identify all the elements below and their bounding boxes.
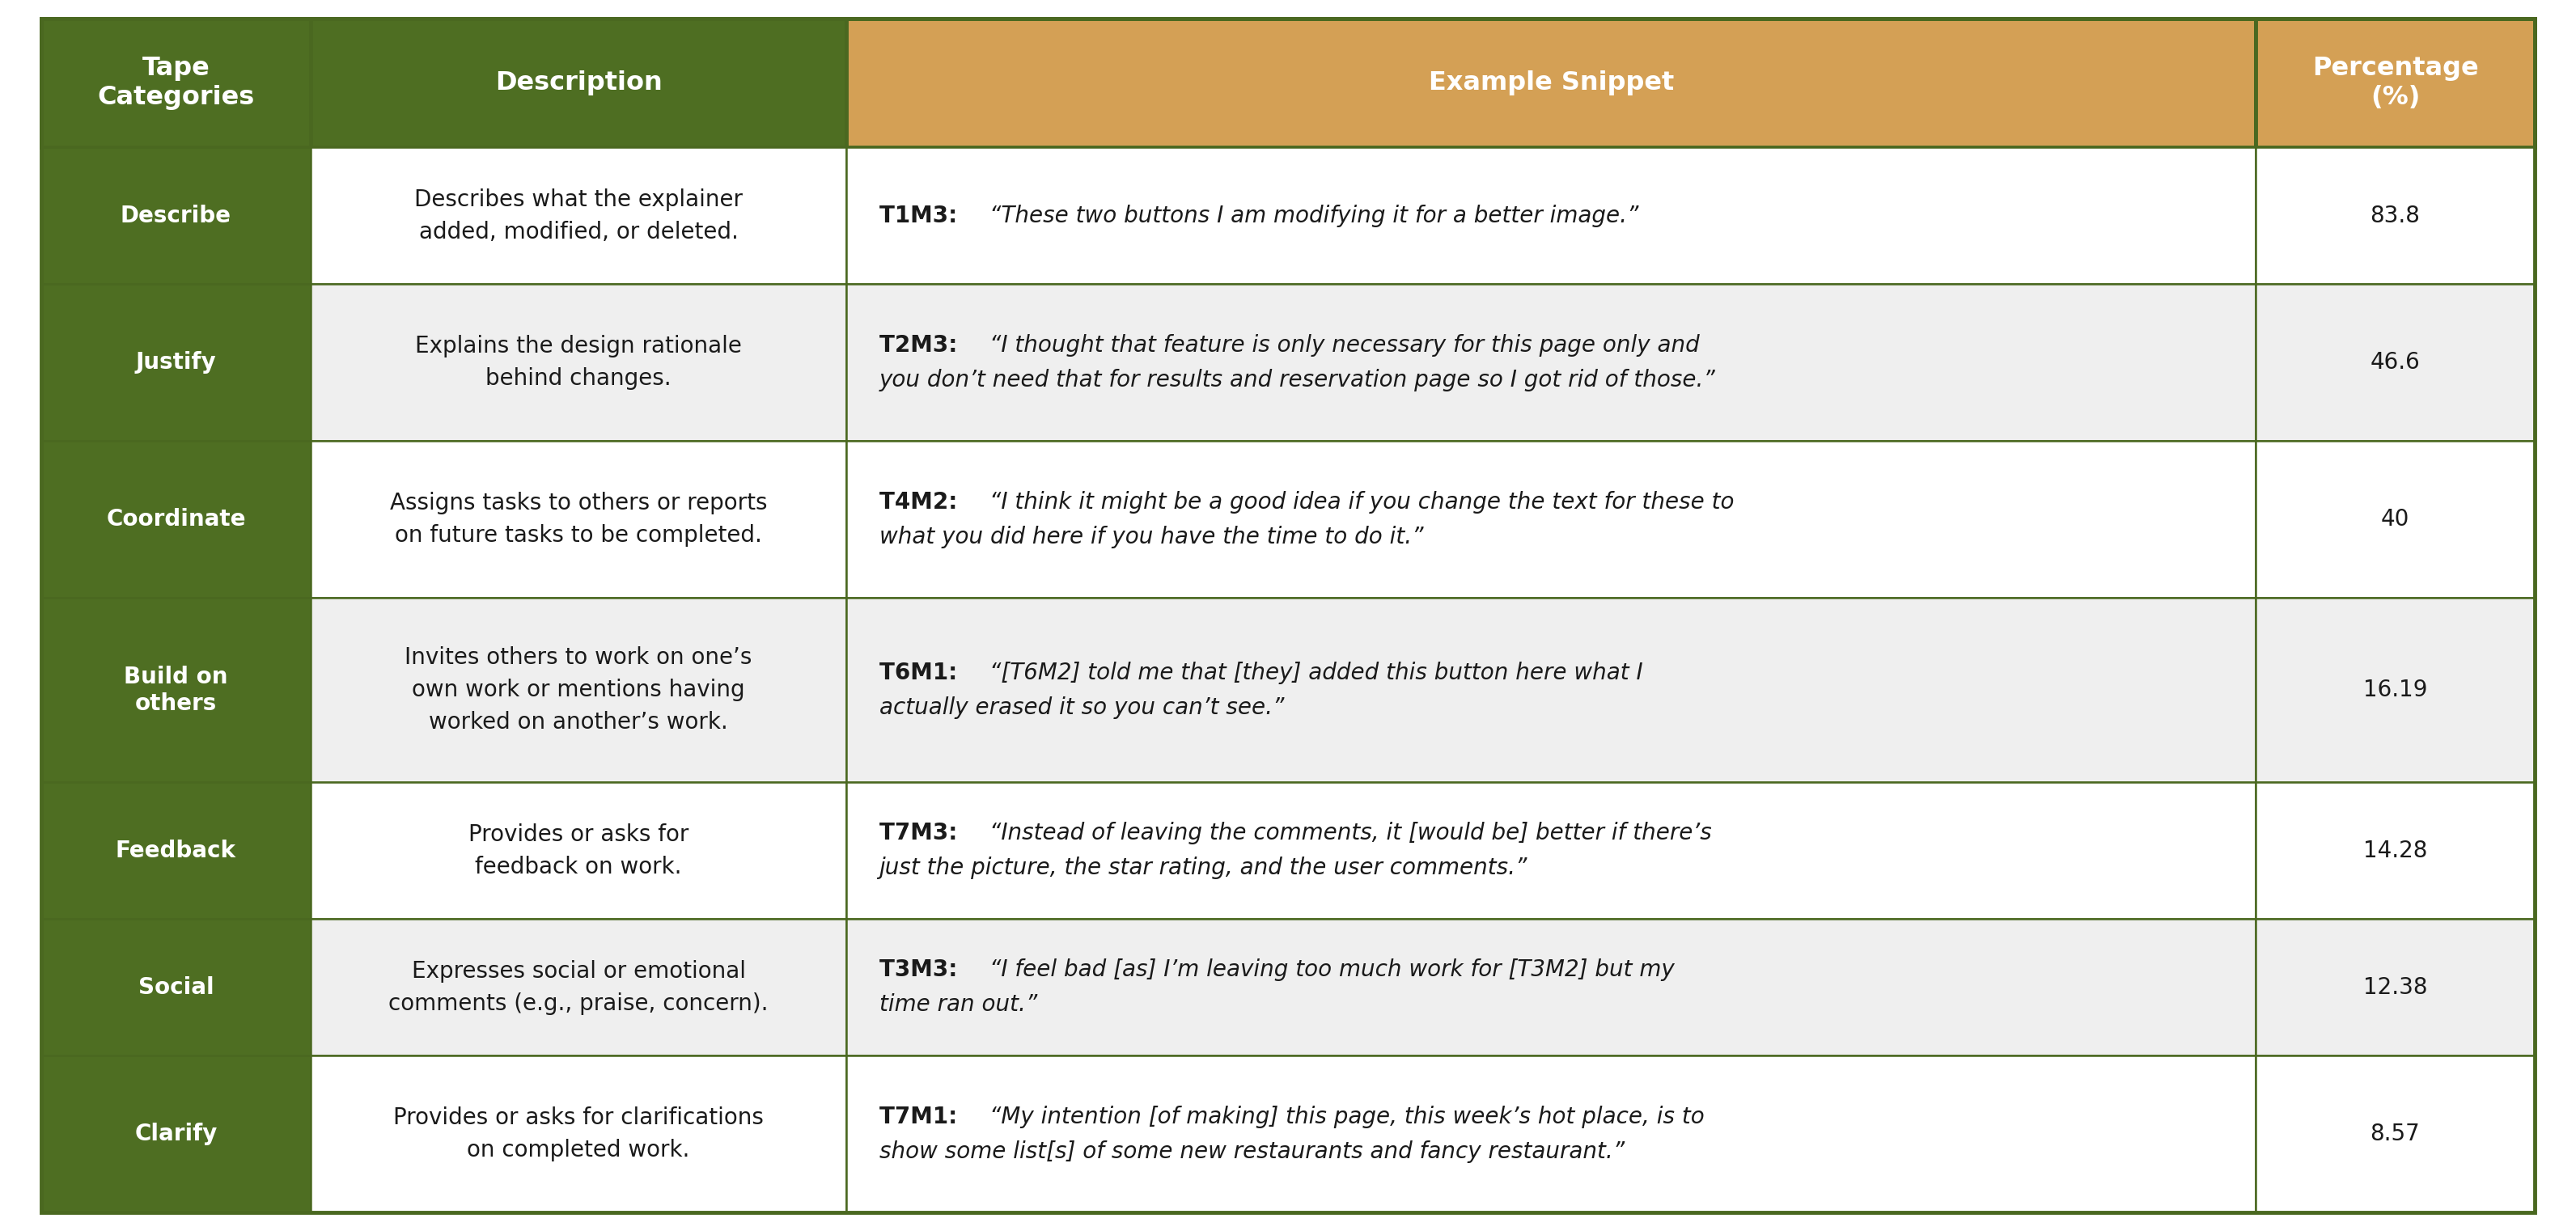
Bar (312, 441, 848, 598)
Text: Describes what the explainer
added, modified, or deleted.: Describes what the explainer added, modi… (415, 188, 742, 244)
Text: Provides or asks for
feedback on work.: Provides or asks for feedback on work. (469, 824, 688, 878)
Bar (848, 920, 2257, 1055)
Bar (41, 920, 312, 1055)
Bar (2257, 284, 2535, 441)
Bar (312, 18, 848, 148)
Text: T3M3:: T3M3: (878, 959, 966, 981)
Text: “I thought that feature is only necessary for this page only and: “I thought that feature is only necessar… (989, 334, 1700, 357)
Text: “I think it might be a good idea if you change the text for these to: “I think it might be a good idea if you … (989, 491, 1734, 513)
Text: 46.6: 46.6 (2370, 351, 2419, 374)
Text: Tape
Categories: Tape Categories (98, 55, 255, 110)
Text: 12.38: 12.38 (2362, 976, 2427, 998)
Text: Social: Social (139, 976, 214, 998)
Text: T4M2:: T4M2: (878, 491, 966, 513)
Bar (312, 920, 848, 1055)
Bar (41, 441, 312, 598)
Bar (312, 598, 848, 783)
Bar (312, 1055, 848, 1213)
Text: 8.57: 8.57 (2370, 1123, 2419, 1145)
Text: actually erased it so you can’t see.”: actually erased it so you can’t see.” (878, 697, 1283, 719)
Bar (848, 441, 2257, 598)
Bar (848, 783, 2257, 920)
Text: T7M1:: T7M1: (878, 1105, 966, 1128)
Bar (2257, 148, 2535, 284)
Bar (41, 598, 312, 783)
Bar (2257, 783, 2535, 920)
Bar (2257, 598, 2535, 783)
Bar (848, 1055, 2257, 1213)
Bar (41, 18, 312, 148)
Text: Coordinate: Coordinate (106, 508, 245, 531)
Text: Describe: Describe (121, 204, 232, 227)
Text: 14.28: 14.28 (2362, 840, 2427, 862)
Bar (848, 18, 2257, 148)
Text: T6M1:: T6M1: (878, 661, 966, 684)
Bar (2257, 441, 2535, 598)
Text: “Instead of leaving the comments, it [would be] better if there’s: “Instead of leaving the comments, it [wo… (989, 822, 1713, 844)
Bar (848, 148, 2257, 284)
Bar (312, 148, 848, 284)
Bar (2257, 18, 2535, 148)
Text: Clarify: Clarify (134, 1123, 216, 1145)
Text: Justify: Justify (137, 351, 216, 374)
Text: show some list[s] of some new restaurants and fancy restaurant.”: show some list[s] of some new restaurant… (878, 1140, 1625, 1163)
Text: T7M3:: T7M3: (878, 822, 966, 844)
Bar (2257, 1055, 2535, 1213)
Text: “My intention [of making] this page, this week’s hot place, is to: “My intention [of making] this page, thi… (989, 1105, 1705, 1128)
Text: Description: Description (495, 70, 662, 96)
Bar (312, 284, 848, 441)
Text: Provides or asks for clarifications
on completed work.: Provides or asks for clarifications on c… (394, 1107, 765, 1162)
Text: Invites others to work on one’s
own work or mentions having
worked on another’s : Invites others to work on one’s own work… (404, 646, 752, 734)
Text: Explains the design rationale
behind changes.: Explains the design rationale behind cha… (415, 335, 742, 390)
Text: 40: 40 (2380, 508, 2409, 531)
Bar (41, 1055, 312, 1213)
Text: Expresses social or emotional
comments (e.g., praise, concern).: Expresses social or emotional comments (… (389, 960, 768, 1014)
Text: T2M3:: T2M3: (878, 334, 966, 357)
Text: Percentage
(%): Percentage (%) (2313, 55, 2478, 110)
Text: Example Snippet: Example Snippet (1430, 70, 1674, 96)
Text: you don’t need that for results and reservation page so I got rid of those.”: you don’t need that for results and rese… (878, 368, 1716, 391)
Text: “I feel bad [as] I’m leaving too much work for [T3M2] but my: “I feel bad [as] I’m leaving too much wo… (989, 959, 1674, 981)
Bar (41, 148, 312, 284)
Text: “These two buttons I am modifying it for a better image.”: “These two buttons I am modifying it for… (989, 204, 1638, 227)
Bar (41, 284, 312, 441)
Text: Assigns tasks to others or reports
on future tasks to be completed.: Assigns tasks to others or reports on fu… (389, 492, 768, 547)
Text: what you did here if you have the time to do it.”: what you did here if you have the time t… (878, 526, 1422, 548)
Text: T1M3:: T1M3: (878, 204, 966, 227)
Text: just the picture, the star rating, and the user comments.”: just the picture, the star rating, and t… (878, 857, 1528, 879)
Bar (312, 783, 848, 920)
Bar (2257, 920, 2535, 1055)
Text: time ran out.”: time ran out.” (878, 993, 1038, 1016)
Text: “[T6M2] told me that [they] added this button here what I: “[T6M2] told me that [they] added this b… (989, 661, 1643, 684)
Text: 16.19: 16.19 (2362, 680, 2427, 702)
Text: Build on
others: Build on others (124, 666, 227, 715)
Bar (41, 783, 312, 920)
Text: 83.8: 83.8 (2370, 204, 2421, 227)
Text: Feedback: Feedback (116, 840, 237, 862)
Bar (848, 284, 2257, 441)
Bar (848, 598, 2257, 783)
